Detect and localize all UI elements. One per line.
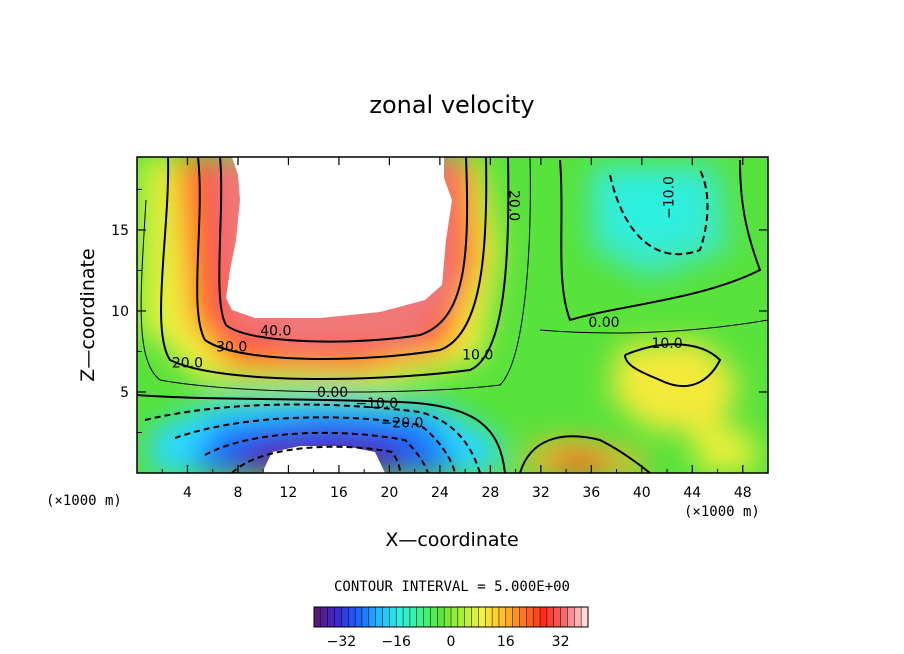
contour-label: −20.0 (381, 416, 424, 432)
colorbar-cell (348, 607, 356, 627)
colorbar-cell (471, 607, 479, 627)
contour-lines (137, 157, 768, 473)
contour-labels: 40.0 30.0 20.0 20.0 10.0 0.00 −10.0 −20.0 0.00 10… (172, 176, 683, 432)
colorbar-cell (553, 607, 562, 627)
x-tick-label: 44 (683, 485, 701, 501)
colorbar-cell (382, 607, 390, 627)
colorbar-cell (498, 607, 507, 627)
y-tick-label: 15 (111, 223, 129, 239)
colorbar-cell (560, 607, 568, 627)
plot-area: 40.0 30.0 20.0 20.0 10.0 0.00 −10.0 −20.0 0.00 10… (137, 157, 768, 473)
colorbar-cell (526, 607, 534, 627)
colorbar-cell (416, 607, 425, 627)
colorbar-cell (540, 607, 548, 627)
y-axis: 5 10 15 (111, 188, 768, 433)
colorbar-frame (313, 606, 589, 628)
colorbar-cell (355, 607, 363, 627)
colorbar: −32 −16 0 16 32 (313, 606, 589, 650)
colorbar-cell (389, 607, 397, 627)
y-axis-label: Z—coordinate (77, 248, 99, 381)
colorbar-cell (457, 607, 466, 627)
colorbar-cell (533, 607, 541, 627)
saturated-negative-region (262, 446, 385, 473)
colorbar-cell (375, 607, 383, 627)
contour-label: 0.00 (317, 385, 348, 401)
colorbar-cell (403, 607, 411, 627)
contour-label: 40.0 (260, 323, 291, 339)
x-tick-label: 4 (183, 485, 192, 501)
colorbar-tick-label: 0 (447, 634, 456, 650)
x-tick-label: 32 (532, 485, 550, 501)
x-tick-label: 20 (380, 485, 398, 501)
colorbar-cell (492, 607, 500, 627)
chart-title: zonal velocity (369, 91, 534, 119)
colorbar-cell (409, 607, 418, 627)
contour-label: 20.0 (172, 356, 203, 372)
x-axis: 4 8 12 16 20 24 28 32 36 40 44 48 (161, 157, 752, 501)
colorbar-cell (334, 607, 342, 627)
colorbar-cell (519, 607, 527, 627)
contour-label: 30.0 (216, 339, 247, 355)
colorbar-cell (485, 607, 493, 627)
colorbar-tick-label: −16 (381, 634, 411, 650)
colorbar-cell (512, 607, 520, 627)
colorbar-cell (320, 607, 329, 627)
y-tick-label: 5 (120, 385, 129, 401)
x-unit-label-right: (×1000 m) (684, 504, 760, 520)
x-tick-label: 8 (233, 485, 242, 501)
contour-label: 20.0 (505, 190, 521, 221)
colorbar-tick-label: −32 (327, 634, 357, 650)
colorbar-cell (464, 607, 473, 627)
x-tick-label: 40 (633, 485, 651, 501)
contour-label: 10.0 (462, 348, 493, 364)
x-unit-label-left: (×1000 m) (46, 493, 122, 509)
contour-label: −10.0 (661, 176, 677, 219)
colorbar-cell (505, 607, 514, 627)
colorbar-cell (437, 607, 445, 627)
colorbar-cell (396, 607, 404, 627)
colorbar-cell (314, 607, 322, 627)
x-tick-label: 12 (280, 485, 298, 501)
contour-label: −10.0 (355, 396, 398, 412)
contour-label: 0.00 (588, 315, 619, 331)
colorbar-cell (444, 607, 452, 627)
colorbar-cell (423, 607, 431, 627)
x-tick-label: 28 (481, 485, 499, 501)
colorbar-cell (368, 607, 377, 627)
colorbar-cell (567, 607, 575, 627)
colorbar-cell (478, 607, 486, 627)
colorbar-cell (341, 607, 349, 627)
colorbar-cell (327, 607, 336, 627)
colorbar-cell (430, 607, 438, 627)
x-tick-label: 36 (582, 485, 600, 501)
colorbar-cell (574, 607, 582, 627)
colorbar-cell (546, 607, 555, 627)
colorbar-cell (451, 607, 459, 627)
contour-interval-text: CONTOUR INTERVAL = 5.000E+00 (334, 579, 570, 595)
saturated-positive-region (226, 157, 452, 318)
contour-label: 10.0 (651, 336, 682, 352)
y-tick-label: 10 (111, 304, 129, 320)
x-tick-label: 16 (330, 485, 348, 501)
x-axis-label: X—coordinate (385, 529, 518, 551)
plot-frame (136, 156, 769, 474)
colorbar-cell (581, 607, 589, 627)
colorbar-cell (361, 607, 370, 627)
colorbar-tick-label: 32 (552, 634, 570, 650)
x-tick-label: 48 (734, 485, 752, 501)
x-tick-label: 24 (431, 485, 449, 501)
colorbar-tick-label: 16 (497, 634, 515, 650)
